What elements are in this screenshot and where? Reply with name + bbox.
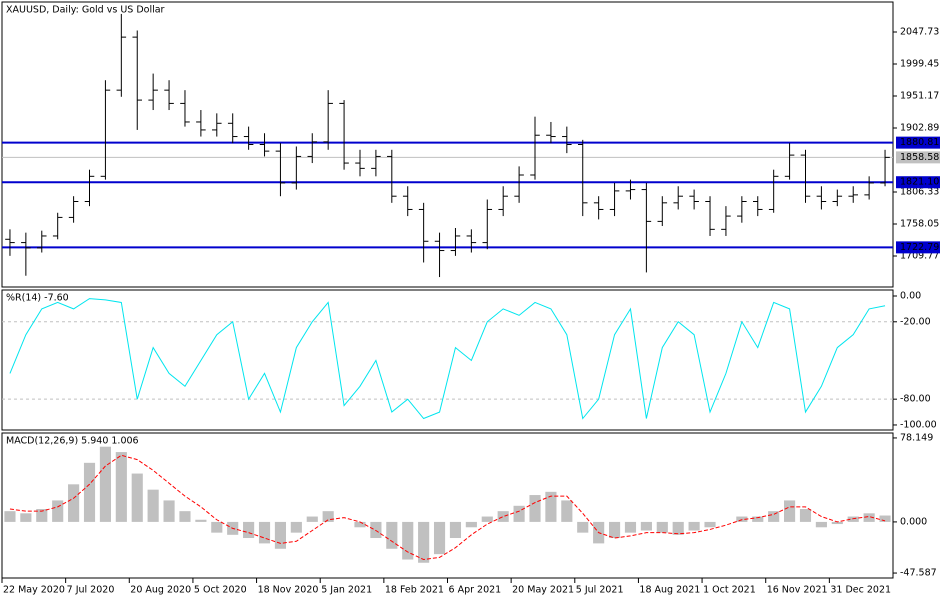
x-tick-label: 6 Apr 2021 <box>449 585 502 596</box>
macd-bar <box>83 462 96 522</box>
macd-bar <box>752 516 764 522</box>
macd-bar <box>306 516 318 522</box>
macd-bar <box>449 521 462 539</box>
macd-bar <box>847 516 859 522</box>
macd-bar <box>386 521 398 549</box>
macd-bar <box>211 521 223 533</box>
y-tick-label: 1709.77 <box>900 251 939 262</box>
macd-bar <box>68 484 80 522</box>
macd-bar <box>243 521 255 539</box>
macd-bar <box>290 521 302 533</box>
wpr-line <box>9 298 886 420</box>
x-tick-label: 18 Aug 2021 <box>639 585 700 596</box>
macd-bar <box>704 521 716 528</box>
y-tick-label: 2047.73 <box>900 27 939 38</box>
x-tick-label: 5 Oct 2020 <box>194 585 247 596</box>
macd-bar <box>784 500 796 522</box>
level-label: 1880.81 <box>900 137 939 148</box>
panel-frame <box>1 1 894 288</box>
y-tick-label: -47.587 <box>900 568 937 579</box>
macd-bar <box>147 489 159 522</box>
macd-bar <box>163 500 175 522</box>
panel-frame <box>1 289 894 431</box>
macd-bar <box>402 521 414 560</box>
macd-bar <box>179 511 191 522</box>
y-tick-label: 1999.45 <box>900 59 939 70</box>
macd-bar <box>354 521 366 528</box>
macd-bar <box>4 511 16 522</box>
macd-bar <box>672 521 684 535</box>
macd-bar <box>52 500 64 522</box>
macd-bar <box>831 521 843 525</box>
x-tick-label: 20 Aug 2020 <box>130 585 191 596</box>
macd-bar <box>465 521 477 528</box>
level-label-bg <box>896 241 940 254</box>
macd-bar <box>481 516 493 522</box>
x-tick-label: 5 Jul 2021 <box>576 585 624 596</box>
panel-title: MACD(12,26,9) 5.940 1.006 <box>6 436 139 447</box>
macd-bar <box>879 515 891 522</box>
macd-bar <box>529 495 541 522</box>
x-tick-label: 18 Nov 2020 <box>258 585 319 596</box>
macd-bar <box>20 513 32 522</box>
macd-bar <box>115 452 127 522</box>
macd-bar <box>815 521 827 528</box>
x-tick-label: 7 Jul 2020 <box>67 585 115 596</box>
x-tick-label: 1 Oct 2021 <box>703 585 756 596</box>
y-tick-label: 1902.89 <box>900 123 939 134</box>
price-label-bg <box>896 151 940 164</box>
panel-title: XAUUSD, Daily: Gold vs US Dollar <box>6 5 165 16</box>
macd-bar <box>497 511 509 522</box>
macd-bar <box>258 521 271 544</box>
macd-bar <box>545 491 557 522</box>
macd-bar <box>274 521 287 549</box>
macd-bar <box>656 521 668 533</box>
macd-bar <box>799 509 812 522</box>
macd-bar <box>322 511 334 522</box>
level-label: 1722.79 <box>900 242 939 253</box>
macd-bar <box>195 519 207 522</box>
macd-bar <box>624 521 637 533</box>
x-tick-label: 18 Feb 2021 <box>385 585 444 596</box>
y-tick-label: 0.000 <box>900 516 927 527</box>
level-label-bg <box>896 136 940 149</box>
panel-title: %R(14) -7.60 <box>6 293 69 304</box>
y-tick-label: 1951.17 <box>900 91 939 102</box>
x-tick-label: 20 May 2021 <box>512 585 574 596</box>
x-tick-label: 5 Jan 2021 <box>321 585 372 596</box>
macd-bar <box>640 521 652 531</box>
macd-bar <box>863 513 875 522</box>
x-tick-label: 16 Nov 2021 <box>767 585 828 596</box>
y-tick-label: -20.00 <box>900 316 931 327</box>
y-tick-label: 1758.05 <box>900 219 939 230</box>
macd-bar <box>433 521 446 555</box>
y-tick-label: -80.00 <box>900 394 931 405</box>
level-label-bg <box>896 176 940 189</box>
y-tick-label: 0.00 <box>900 290 921 301</box>
macd-bar <box>768 511 780 522</box>
macd-bar <box>418 521 430 563</box>
macd-bar <box>608 521 621 539</box>
macd-bar <box>736 516 748 522</box>
current-price-label: 1858.58 <box>900 152 939 163</box>
macd-bar <box>561 500 573 522</box>
level-label: 1821.10 <box>900 177 939 188</box>
y-tick-label: -100.00 <box>900 419 937 430</box>
x-tick-label: 22 May 2020 <box>3 585 65 596</box>
macd-bar <box>99 446 111 522</box>
macd-bar <box>577 521 589 533</box>
signal-line <box>9 454 886 561</box>
y-tick-label: 1806.33 <box>900 187 939 198</box>
macd-bar <box>36 509 48 522</box>
macd-bar <box>688 521 700 531</box>
x-tick-label: 31 Dec 2021 <box>830 585 891 596</box>
macd-bar <box>513 505 525 522</box>
macd-bar <box>131 473 143 522</box>
y-tick-label: 78.149 <box>900 432 933 443</box>
